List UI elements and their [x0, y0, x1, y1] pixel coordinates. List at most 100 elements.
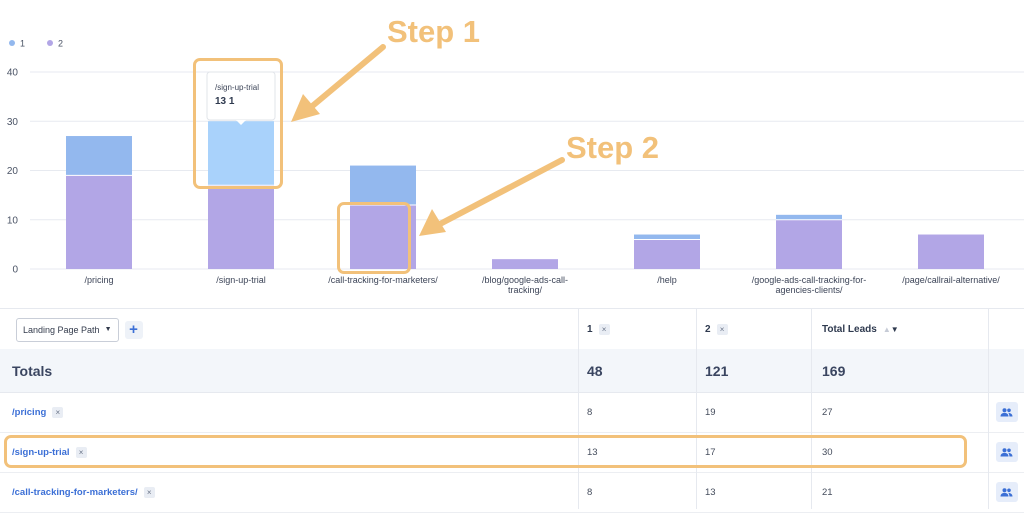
- column-divider: [696, 308, 697, 509]
- column-divider: [988, 308, 989, 509]
- y-tick-label: 30: [7, 117, 19, 128]
- add-dimension-button[interactable]: +: [124, 320, 143, 339]
- step-1-annotation: Step 1: [387, 14, 481, 49]
- dimension-header: Landing Page Path ▼ +: [0, 309, 578, 350]
- y-tick-label: 20: [7, 166, 19, 177]
- bar-segment: [66, 175, 132, 269]
- value-2: 17: [705, 446, 716, 458]
- value-1: 8: [587, 406, 593, 418]
- x-tick-label: /sign-up-trial: [216, 275, 266, 285]
- tooltip-title: /sign-up-trial: [215, 83, 259, 92]
- x-tick-label: /google-ads-call-tracking-for-: [752, 275, 867, 285]
- caret-down-icon: ▼: [104, 326, 112, 333]
- total-value: 27: [822, 406, 833, 418]
- y-tick-label: 10: [7, 215, 19, 226]
- legend-label: 1: [20, 39, 25, 49]
- path-link[interactable]: /pricing: [12, 406, 47, 418]
- value-cell-2: 13: [697, 472, 811, 512]
- bar-segment: [492, 259, 558, 269]
- table-row: /pricing × 8 19 27: [0, 392, 1024, 433]
- value-2: 19: [705, 406, 716, 418]
- path-cell: /call-tracking-for-marketers/ ×: [0, 472, 578, 512]
- totals-label-cell: Totals: [0, 349, 578, 392]
- sort-icon[interactable]: ▲▼: [882, 325, 899, 334]
- remove-filter-icon[interactable]: ×: [75, 446, 87, 458]
- column-header-2-label: 2: [705, 324, 711, 335]
- bar-segment: [776, 214, 842, 220]
- bar-segment: [776, 219, 842, 269]
- table-header-row: Landing Page Path ▼ + 1 × 2 × Total Lead…: [0, 308, 1024, 351]
- stacked-bar-chart: 0 10 20 30 40 1 2/pricing/sign-up-trial/call-t…: [7, 39, 1024, 295]
- column-header-total-leads[interactable]: Total Leads ▲▼: [812, 309, 988, 350]
- people-icon[interactable]: [995, 482, 1018, 502]
- value-cell-1: 8: [579, 472, 696, 512]
- column-divider: [811, 308, 812, 509]
- path-link[interactable]: /sign-up-trial: [12, 446, 70, 458]
- value-cell-2: 17: [697, 432, 811, 472]
- x-tick-label: /pricing: [84, 275, 113, 285]
- y-tick-label: 40: [7, 68, 19, 79]
- bar-segment: [350, 204, 416, 269]
- column-header-1: 1 ×: [579, 309, 696, 350]
- totals-value-2: 121: [705, 362, 729, 379]
- path-cell: /sign-up-trial ×: [0, 432, 578, 472]
- step-2-highlight-box: [337, 202, 411, 274]
- column-header-1-label: 1: [587, 324, 593, 335]
- action-cell: [989, 432, 1024, 472]
- x-tick-label: /help: [657, 275, 677, 285]
- bar-segment: [634, 239, 700, 269]
- action-cell: [989, 472, 1024, 512]
- x-tick-label: agencies-clients/: [775, 285, 843, 295]
- path-link[interactable]: /call-tracking-for-marketers/: [12, 486, 138, 498]
- column-header-2: 2 ×: [697, 309, 811, 350]
- row-highlight-box: [4, 435, 967, 468]
- total-value: 21: [822, 486, 833, 498]
- bar-segment: [918, 234, 984, 269]
- tooltip-value: 13 1: [215, 96, 235, 107]
- value-1: 8: [587, 486, 593, 498]
- x-tick-label: /blog/google-ads-call-: [482, 275, 568, 285]
- remove-filter-icon[interactable]: ×: [52, 406, 64, 418]
- leads-table: Landing Page Path ▼ + 1 × 2 × Total Lead…: [0, 308, 1024, 513]
- people-icon[interactable]: [995, 442, 1018, 462]
- legend-swatch: [9, 40, 15, 46]
- table-row: /sign-up-trial × 13 17 30: [0, 432, 1024, 473]
- total-value: 30: [822, 446, 833, 458]
- x-tick-label: /page/callrail-alternative/: [902, 275, 1000, 285]
- people-icon[interactable]: [995, 402, 1018, 422]
- totals-label: Totals: [12, 362, 53, 379]
- legend-swatch: [47, 40, 53, 46]
- bar-segment: [208, 185, 274, 269]
- totals-cell-1: 48: [579, 349, 696, 392]
- column-header-total-label: Total Leads: [822, 324, 877, 335]
- total-cell: 21: [812, 472, 988, 512]
- total-cell: 30: [812, 432, 988, 472]
- path-cell: /pricing ×: [0, 392, 578, 432]
- action-cell: [989, 392, 1024, 432]
- dimension-select[interactable]: Landing Page Path ▼: [16, 317, 119, 342]
- remove-column-1-icon[interactable]: ×: [598, 324, 610, 335]
- totals-cell-total: 169: [812, 349, 988, 392]
- remove-column-2-icon[interactable]: ×: [716, 324, 728, 335]
- total-cell: 27: [812, 392, 988, 432]
- remove-filter-icon[interactable]: ×: [143, 486, 155, 498]
- value-cell-1: 13: [579, 432, 696, 472]
- bar-segment: [208, 121, 274, 186]
- dimension-select-label: Landing Page Path: [23, 324, 100, 335]
- totals-value-1: 48: [587, 362, 603, 379]
- totals-cell-2: 121: [697, 349, 811, 392]
- value-cell-2: 19: [697, 392, 811, 432]
- x-tick-label: tracking/: [508, 285, 543, 295]
- table-row: /call-tracking-for-marketers/ × 8 13 21: [0, 472, 1024, 513]
- bar-segment: [66, 136, 132, 176]
- step-2-annotation: Step 2: [566, 130, 660, 165]
- totals-value-total: 169: [822, 362, 846, 379]
- bar-segment: [634, 234, 700, 240]
- value-cell-1: 8: [579, 392, 696, 432]
- bar-segment: [350, 165, 416, 205]
- x-tick-label: /call-tracking-for-marketers/: [328, 275, 438, 285]
- tooltip-pointer: [236, 120, 246, 125]
- legend-label: 2: [58, 39, 63, 49]
- value-1: 13: [587, 446, 598, 458]
- column-divider: [578, 308, 579, 509]
